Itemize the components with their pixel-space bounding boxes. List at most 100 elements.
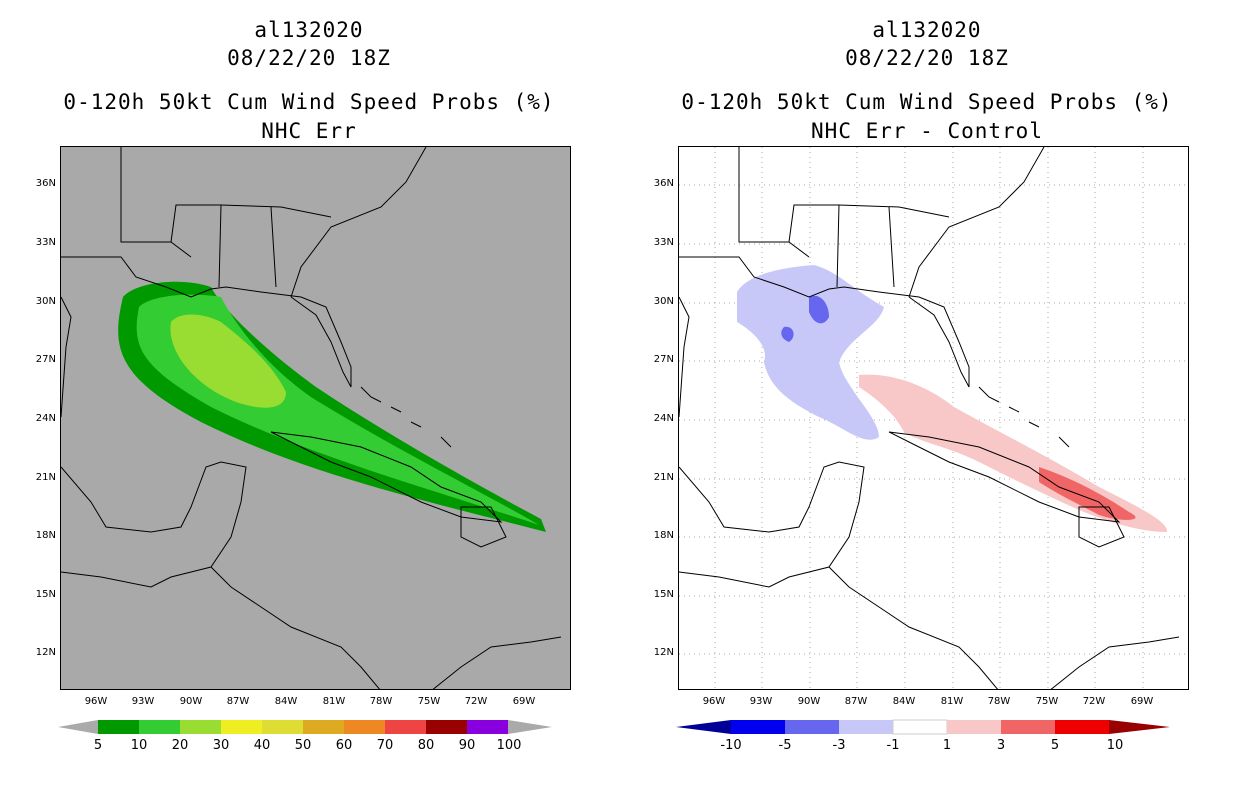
datetime-label: 08/22/20 18Z bbox=[845, 46, 1009, 70]
lon-label: 90W bbox=[179, 696, 203, 707]
coastlines bbox=[679, 147, 1180, 689]
lon-label: 75W bbox=[417, 696, 441, 707]
lat-label: 18N bbox=[653, 530, 674, 541]
colorbar-label: 1 bbox=[942, 738, 952, 753]
colorbar-label: -1 bbox=[886, 738, 900, 753]
lat-label: 12N bbox=[35, 647, 56, 658]
colorbar-high-arrow bbox=[1109, 720, 1170, 734]
colorbar-label: -3 bbox=[832, 738, 846, 753]
lat-label: 33N bbox=[653, 237, 674, 248]
colorbar-label: 5 bbox=[1050, 738, 1060, 753]
colorbar-label: 60 bbox=[335, 738, 353, 753]
colorbar-label: -5 bbox=[778, 738, 792, 753]
colorbar-bin bbox=[1001, 720, 1055, 734]
colorbar-label: 10 bbox=[1106, 738, 1124, 753]
colorbar-label: 3 bbox=[996, 738, 1006, 753]
lon-label: 78W bbox=[369, 696, 393, 707]
lon-label: 72W bbox=[464, 696, 488, 707]
colorbar-label: 10 bbox=[130, 738, 148, 753]
lon-label: 96W bbox=[84, 696, 108, 707]
lat-label: 21N bbox=[653, 472, 674, 483]
left-map-panel: al132020 08/22/20 18Z 0-120h 50kt Cum Wi… bbox=[35, 18, 571, 753]
colorbar-bin bbox=[947, 720, 1001, 734]
probability-map bbox=[60, 146, 571, 690]
coastlines bbox=[61, 147, 562, 689]
colorbar-bin bbox=[731, 720, 785, 734]
product-subtitle: NHC Err - Control bbox=[811, 119, 1043, 143]
colorbar-bin bbox=[785, 720, 839, 734]
lon-label: 81W bbox=[322, 696, 346, 707]
colorbar-bin bbox=[139, 720, 180, 734]
storm-id: al132020 bbox=[254, 18, 364, 42]
colorbar-bin bbox=[839, 720, 893, 734]
colorbar-bin bbox=[180, 720, 221, 734]
colorbar-bin bbox=[98, 720, 139, 734]
product-subtitle: NHC Err bbox=[261, 119, 357, 143]
lat-label: 24N bbox=[35, 413, 56, 424]
lat-label: 30N bbox=[35, 296, 56, 307]
lon-label: 93W bbox=[131, 696, 155, 707]
right-map-panel: al132020 08/22/20 18Z 0-120h 50kt Cum Wi… bbox=[618, 0, 1236, 800]
datetime-label: 08/22/20 18Z bbox=[227, 46, 391, 70]
colorbar-bin bbox=[344, 720, 385, 734]
lat-label: 21N bbox=[35, 472, 56, 483]
lat-label: 27N bbox=[35, 354, 56, 365]
colorbar-bin bbox=[262, 720, 303, 734]
colorbar-bin bbox=[426, 720, 467, 734]
gridlines bbox=[679, 147, 1188, 689]
colorbar-bin bbox=[467, 720, 508, 734]
lat-label: 33N bbox=[35, 237, 56, 248]
lon-label: 87W bbox=[226, 696, 250, 707]
negative-diff-core bbox=[781, 326, 794, 342]
lon-label: 93W bbox=[749, 696, 773, 707]
map-canvas bbox=[679, 147, 1188, 689]
colorbar-bin bbox=[1055, 720, 1109, 734]
lat-label: 30N bbox=[653, 296, 674, 307]
negative-diff-region bbox=[737, 265, 884, 440]
colorbar-label: 80 bbox=[417, 738, 435, 753]
colorbar-label: 100 bbox=[496, 738, 522, 753]
colorbar-label: 90 bbox=[458, 738, 476, 753]
colorbar-label: 70 bbox=[376, 738, 394, 753]
lon-label: 78W bbox=[987, 696, 1011, 707]
colorbar-label: 50 bbox=[294, 738, 312, 753]
lon-label: 87W bbox=[844, 696, 868, 707]
probability-colorbar bbox=[58, 720, 552, 734]
colorbar-bin bbox=[221, 720, 262, 734]
colorbar-label: 5 bbox=[93, 738, 103, 753]
colorbar-low-arrow bbox=[58, 720, 98, 734]
map-canvas bbox=[61, 147, 562, 689]
product-title: 0-120h 50kt Cum Wind Speed Probs (%) bbox=[63, 90, 555, 114]
storm-id: al132020 bbox=[872, 18, 982, 42]
colorbar-bin bbox=[892, 719, 948, 735]
lon-label: 90W bbox=[797, 696, 821, 707]
product-title: 0-120h 50kt Cum Wind Speed Probs (%) bbox=[681, 90, 1173, 114]
lat-label: 36N bbox=[653, 178, 674, 189]
colorbar-label: 40 bbox=[253, 738, 271, 753]
colorbar-high-arrow bbox=[508, 720, 552, 734]
lon-label: 72W bbox=[1082, 696, 1106, 707]
colorbar-label: 30 bbox=[212, 738, 230, 753]
lon-label: 69W bbox=[1130, 696, 1154, 707]
lon-label: 84W bbox=[892, 696, 916, 707]
difference-colorbar bbox=[676, 719, 1170, 735]
lat-label: 36N bbox=[35, 178, 56, 189]
colorbar-low-arrow bbox=[676, 720, 731, 734]
colorbar-label: -10 bbox=[720, 738, 742, 753]
lat-label: 18N bbox=[35, 530, 56, 541]
lon-label: 75W bbox=[1035, 696, 1059, 707]
difference-map bbox=[678, 146, 1189, 690]
lat-label: 15N bbox=[35, 589, 56, 600]
colorbar-label: 20 bbox=[171, 738, 189, 753]
lat-label: 15N bbox=[653, 589, 674, 600]
positive-diff-core bbox=[1039, 467, 1136, 520]
lon-label: 81W bbox=[940, 696, 964, 707]
lon-label: 84W bbox=[274, 696, 298, 707]
lat-label: 24N bbox=[653, 413, 674, 424]
negative-diff-core bbox=[809, 295, 829, 324]
lat-label: 27N bbox=[653, 354, 674, 365]
colorbar-bin bbox=[385, 720, 426, 734]
lat-label: 12N bbox=[653, 647, 674, 658]
lon-label: 96W bbox=[702, 696, 726, 707]
colorbar-bin bbox=[303, 720, 344, 734]
